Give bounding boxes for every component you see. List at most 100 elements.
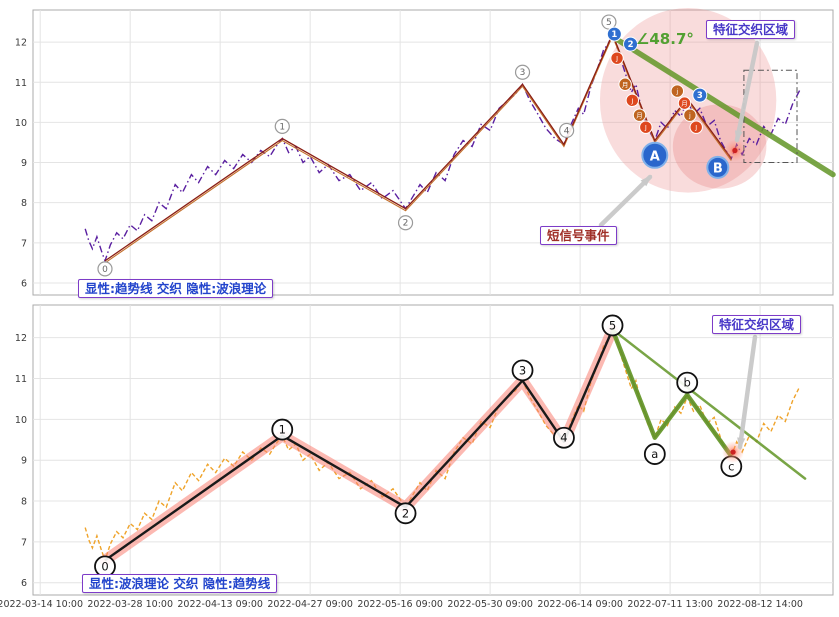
x-tick-label: 2022-06-14 09:00 (537, 599, 623, 610)
hotspot-dot (732, 147, 738, 154)
pivot-circle (601, 314, 624, 337)
blue-number-badge-label: 2 (628, 40, 634, 50)
svg-text:7: 7 (21, 238, 27, 249)
svg-text:7: 7 (21, 537, 27, 548)
month-signal-badge-label: 月 (622, 81, 629, 89)
x-tick-label: 2022-03-28 10:00 (87, 599, 173, 610)
x-axis-tick-labels: 2022-03-14 10:00 2022-03-28 10:00 2022-04-… (0, 599, 803, 610)
major-event-marker (706, 155, 730, 179)
pivot-label: 1 (279, 423, 286, 437)
month-signal-badge-label: j (675, 88, 678, 96)
panel-frame (32, 9, 834, 296)
pivot-label: c (728, 459, 734, 473)
pivot-label: 2 (402, 506, 409, 520)
month-signal-badge-label: J (615, 55, 618, 63)
blue-number-badge (623, 36, 639, 52)
month-signal-badge (689, 120, 703, 134)
svg-text:9: 9 (21, 158, 27, 169)
pivot-circle (514, 64, 531, 80)
pivot-label: 3 (520, 68, 526, 78)
pivot-label: 0 (101, 559, 108, 573)
grid (33, 305, 833, 595)
month-signal-badge (677, 96, 692, 110)
svg-text:11: 11 (15, 78, 27, 89)
abc-zigzag-green (610, 328, 734, 458)
green-trendline (611, 328, 807, 480)
x-tick-label: 2022-05-16 09:00 (357, 599, 443, 610)
pivot-label: 4 (560, 431, 567, 445)
pivot-circle (643, 443, 666, 465)
top-feature-region-label: 特征交织区域 (706, 20, 796, 39)
pivot-label: b (684, 376, 691, 390)
annotation-arrow-head (737, 437, 746, 450)
pivot-circle (559, 122, 575, 139)
month-signal-badge-label: J (694, 124, 697, 132)
month-signal-badge-label: j (688, 112, 691, 120)
svg-text:9: 9 (21, 456, 27, 467)
y-axis-tick-labels: 6 7 8 9 10 11 12 (15, 38, 27, 290)
blue-number-badge-label: 3 (697, 91, 703, 101)
pivot-label: a (651, 447, 658, 461)
month-signal-badge-label: J (630, 97, 633, 105)
pivot-label: 2 (403, 219, 409, 229)
month-signal-badge (683, 108, 697, 122)
x-tick-label: 2022-07-11 13:00 (627, 599, 713, 610)
svg-text:12: 12 (15, 38, 27, 49)
green-trendline (608, 33, 836, 178)
svg-text:10: 10 (15, 118, 27, 129)
svg-text:6: 6 (21, 578, 27, 589)
annotation-arrow (737, 334, 758, 450)
top-panel-legend: 显性:趋势线 交织 隐性:波浪理论 (78, 279, 274, 298)
month-signal-badge (625, 93, 640, 108)
blue-number-badge-label: 1 (611, 30, 617, 40)
dashed-focus-rect (743, 69, 798, 164)
svg-text:8: 8 (21, 198, 27, 209)
pivot-circle (397, 215, 414, 231)
annotation-arrow (734, 40, 760, 143)
svg-text:12: 12 (15, 333, 27, 344)
x-tick-label: 2022-05-30 09:00 (447, 599, 533, 610)
major-event-marker-label: B (713, 161, 723, 176)
bottom-panel-legend: 显性:波浪理论 交织 隐性:趋势线 (82, 574, 278, 593)
month-signal-badge-label: 月 (636, 112, 643, 120)
svg-text:6: 6 (21, 278, 27, 289)
pivot-circle (676, 371, 699, 394)
bottom-feature-region-label: 特征交织区域 (712, 315, 802, 334)
annotation-arrow (598, 174, 653, 228)
pivot-label: 0 (102, 265, 108, 275)
pivot-circle (553, 426, 575, 449)
month-signal-badge-label: J (644, 124, 647, 132)
trendline-secondary (104, 34, 732, 264)
pivot-circle (97, 261, 113, 277)
pivot-circle (271, 418, 294, 441)
annotation-arrow-head (734, 130, 743, 143)
annotation-arrow-head (640, 174, 653, 187)
major-event-marker (641, 141, 669, 169)
x-tick-label: 2022-03-14 10:00 (0, 599, 83, 610)
month-signal-badge (632, 108, 647, 122)
month-signal-badge (610, 51, 624, 65)
month-signal-badge-label: 月 (681, 100, 688, 108)
wave-line (104, 329, 614, 562)
y-axis-tick-labels: 6 7 8 9 10 11 12 (15, 333, 27, 589)
wave-pivots: 0 1 2 3 4 5 (97, 14, 617, 277)
price-line (84, 32, 801, 264)
pivot-label: 1 (279, 122, 285, 132)
blue-number-badge (606, 26, 622, 42)
month-signal-badge (670, 84, 685, 98)
trendline-main (104, 32, 732, 262)
pivot-label: 4 (564, 126, 570, 136)
month-signal-badge (618, 77, 632, 91)
major-event-marker-label: A (650, 149, 660, 164)
pivot-label: 3 (519, 363, 526, 377)
svg-text:11: 11 (15, 374, 27, 385)
price-line (84, 327, 801, 563)
panel-frame (32, 304, 834, 596)
pivot-circle (394, 502, 417, 525)
svg-text:10: 10 (15, 415, 27, 426)
